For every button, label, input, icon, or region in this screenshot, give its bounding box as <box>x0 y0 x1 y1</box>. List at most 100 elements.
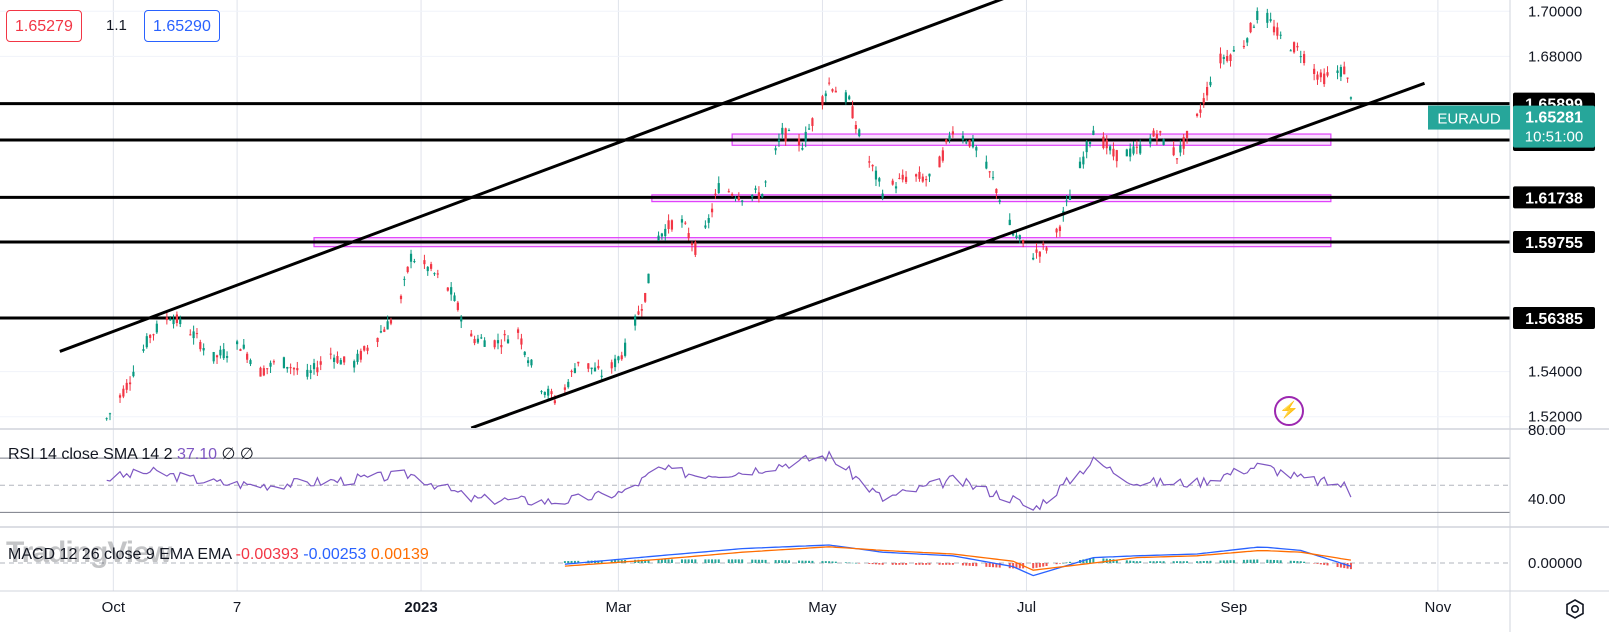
candle-body <box>687 233 690 239</box>
macd-histogram-bar <box>741 559 744 563</box>
macd-histogram-bar <box>647 559 650 563</box>
level-label: 1.56385 <box>1525 311 1583 328</box>
rsi-title: RSI 14 close SMA 14 2 <box>8 446 173 463</box>
candle-body <box>122 388 125 397</box>
candle-body <box>282 357 286 369</box>
candle-body <box>383 329 386 332</box>
macd-histogram-bar <box>1162 561 1165 563</box>
candle-body <box>714 193 717 195</box>
flash-icon[interactable]: ⚡ <box>1274 396 1304 426</box>
macd-histogram-bar <box>898 563 901 565</box>
candle-body <box>1256 10 1259 21</box>
candle-body <box>1206 86 1209 96</box>
candle-body <box>951 131 954 135</box>
rsi-legend[interactable]: RSI 14 close SMA 14 2 37.10 ∅ ∅ <box>8 444 254 464</box>
candle-body <box>155 323 158 333</box>
macd-histogram-bar <box>1202 561 1205 563</box>
candle-body <box>286 367 289 369</box>
macd-histogram-bar <box>901 563 904 565</box>
macd-histogram-bar <box>664 559 667 563</box>
candle-body <box>761 193 764 198</box>
macd-legend[interactable]: MACD 12 26 close 9 EMA EMA -0.00393 -0.0… <box>8 546 429 564</box>
candle-body <box>222 349 225 359</box>
candle-body <box>329 353 332 355</box>
macd-histogram-bar <box>961 563 964 566</box>
macd-line-value: -0.00253 <box>303 546 367 563</box>
rsi-pane <box>0 450 1510 513</box>
candle-body <box>473 338 476 344</box>
candle-body <box>527 360 530 364</box>
candle-body <box>359 350 362 360</box>
macd-histogram-bar <box>1319 563 1322 565</box>
candle-body <box>577 361 580 364</box>
macd-histogram-bar <box>1256 559 1259 563</box>
macd-histogram-bar <box>781 560 784 563</box>
candle-body <box>292 367 296 370</box>
candle-body <box>493 340 496 348</box>
candle-body <box>1222 57 1225 59</box>
candle-body <box>617 356 620 361</box>
candle-body <box>145 336 148 348</box>
macd-histogram-bar <box>1279 560 1282 563</box>
last-price-label: 1.65281 <box>1525 110 1583 127</box>
candle-body <box>379 331 383 333</box>
candle-body <box>1135 146 1138 148</box>
macd-histogram-value: -0.00393 <box>235 546 299 563</box>
date-tick-label: May <box>808 599 837 616</box>
macd-histogram-bar <box>1242 559 1245 563</box>
candle-body <box>1289 50 1292 52</box>
candle-body <box>690 243 694 246</box>
candle-body <box>523 351 526 355</box>
rsi-na-2: ∅ <box>239 446 254 463</box>
trendlines <box>59 0 1426 428</box>
candle-body <box>296 368 299 371</box>
macd-histogram-bar <box>761 559 764 563</box>
candle-body <box>613 358 617 368</box>
candle-body <box>1065 200 1068 202</box>
macd-histogram-bar <box>1273 560 1275 563</box>
candle-body <box>727 191 730 193</box>
candle-body <box>1055 228 1058 233</box>
candle-body <box>1292 42 1296 53</box>
candle-body <box>717 183 720 194</box>
bid-price-box[interactable]: 1.65279 <box>6 10 82 42</box>
candle-body <box>436 273 439 275</box>
candle-body <box>751 194 754 198</box>
macd-histogram-bar <box>1032 563 1035 569</box>
candle-body <box>1226 55 1229 61</box>
macd-histogram-bar <box>1209 560 1212 563</box>
macd-histogram-bar <box>895 563 898 565</box>
date-tick-label: Sep <box>1221 599 1248 616</box>
candle-body <box>172 319 175 325</box>
candle-body <box>637 311 640 315</box>
candle-body <box>403 278 406 280</box>
candle-body <box>450 287 453 295</box>
macd-histogram-bar <box>1115 559 1118 563</box>
ask-price-box[interactable]: 1.65290 <box>144 10 220 42</box>
candle-body <box>343 356 346 363</box>
macd-histogram-bar <box>1055 563 1058 565</box>
candle-body <box>1346 77 1349 79</box>
candle-body <box>851 106 854 119</box>
candle-body <box>928 173 931 177</box>
macd-histogram-bar <box>1252 559 1255 563</box>
candle-body <box>988 171 991 173</box>
macd-histogram-bar <box>1293 560 1296 563</box>
candle-body <box>1319 72 1322 78</box>
candle-body <box>754 188 757 190</box>
macd-histogram-bar <box>1196 561 1199 563</box>
macd-histogram-bar <box>600 560 603 563</box>
candle-body <box>312 363 316 370</box>
candle-body <box>1219 53 1222 64</box>
macd-histogram-bar <box>985 563 988 567</box>
rsi-tick-label: 40.00 <box>1528 491 1566 508</box>
settings-icon[interactable] <box>1564 598 1586 620</box>
macd-histogram-bar <box>871 563 874 565</box>
candle-body <box>376 337 379 343</box>
candle-body <box>319 361 322 365</box>
macd-histogram-bar <box>938 563 941 565</box>
macd-histogram-bar <box>1289 560 1292 563</box>
